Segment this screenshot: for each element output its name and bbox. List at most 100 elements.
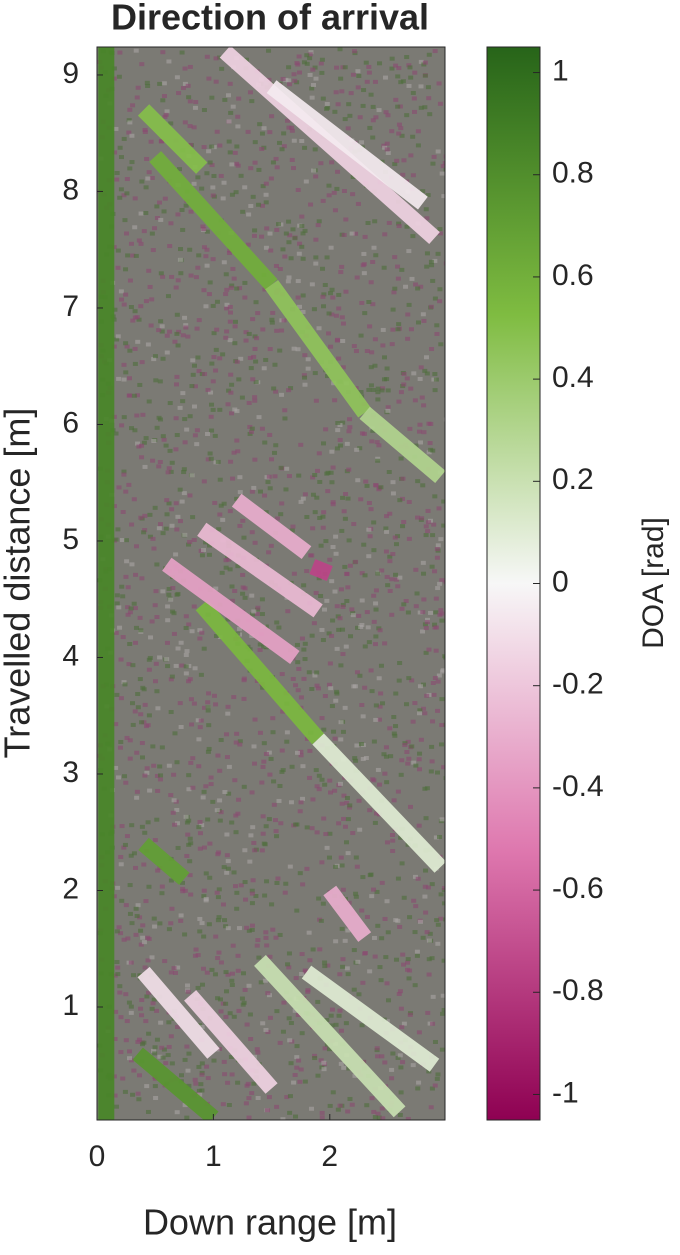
noise-speck [163, 443, 169, 448]
noise-speck [257, 730, 263, 735]
noise-speck [368, 92, 374, 97]
y-tick-label: 4 [62, 639, 79, 672]
noise-speck [242, 295, 248, 300]
noise-speck [230, 266, 236, 271]
noise-speck [290, 676, 296, 681]
noise-speck [373, 483, 379, 488]
noise-speck [320, 514, 326, 519]
noise-speck [168, 970, 174, 975]
noise-speck [205, 1076, 211, 1081]
noise-speck [291, 1080, 297, 1085]
noise-speck [266, 817, 272, 822]
noise-speck [420, 610, 426, 615]
noise-speck [121, 937, 127, 942]
noise-speck [288, 386, 294, 391]
noise-speck [118, 187, 124, 192]
noise-speck [210, 257, 216, 262]
noise-speck [127, 393, 133, 398]
noise-speck [182, 532, 188, 537]
noise-speck [309, 95, 315, 100]
noise-speck [311, 83, 317, 88]
noise-speck [121, 415, 127, 420]
noise-speck [263, 245, 269, 250]
noise-speck [324, 598, 330, 603]
noise-speck [432, 296, 438, 301]
noise-speck [237, 523, 243, 528]
noise-speck [243, 1101, 249, 1106]
noise-speck [168, 221, 174, 226]
noise-speck [114, 692, 120, 697]
noise-speck [249, 1091, 255, 1096]
noise-speck [329, 312, 335, 317]
noise-speck [287, 864, 293, 869]
noise-speck [196, 737, 202, 742]
noise-speck [329, 449, 335, 454]
noise-speck [228, 459, 234, 464]
noise-speck [397, 1113, 403, 1118]
noise-speck [381, 143, 387, 148]
noise-speck [441, 523, 445, 528]
noise-speck [334, 446, 340, 451]
noise-speck [368, 872, 374, 877]
noise-speck [439, 697, 445, 702]
noise-speck [361, 88, 367, 93]
noise-speck [354, 743, 360, 748]
noise-speck [429, 759, 435, 764]
noise-speck [422, 894, 428, 899]
noise-speck [309, 553, 315, 558]
noise-speck [383, 110, 389, 115]
noise-speck [296, 1058, 302, 1063]
noise-speck [339, 926, 345, 931]
noise-speck [422, 884, 428, 889]
noise-speck [188, 760, 194, 765]
noise-speck [425, 885, 431, 890]
noise-speck [297, 809, 303, 814]
noise-speck [225, 704, 231, 709]
noise-speck [348, 91, 354, 96]
noise-speck [417, 919, 423, 924]
noise-speck [226, 557, 232, 562]
noise-speck [364, 1103, 370, 1108]
noise-speck [234, 286, 240, 291]
noise-speck [189, 629, 195, 634]
noise-speck [385, 405, 391, 410]
noise-speck [254, 611, 260, 616]
noise-speck [333, 551, 339, 556]
noise-speck [279, 748, 285, 753]
noise-speck [370, 777, 376, 782]
noise-speck [318, 918, 324, 923]
noise-speck [435, 149, 441, 154]
noise-speck [180, 86, 186, 91]
noise-speck [330, 618, 336, 623]
noise-speck [360, 875, 366, 880]
noise-speck [295, 750, 301, 755]
noise-speck [418, 365, 424, 370]
noise-speck [204, 229, 210, 234]
noise-speck [330, 500, 336, 505]
noise-speck [441, 1008, 445, 1013]
noise-speck [305, 357, 311, 362]
noise-speck [371, 739, 377, 744]
noise-speck [205, 431, 211, 436]
noise-speck [395, 584, 401, 589]
noise-speck [431, 377, 437, 382]
noise-speck [246, 983, 252, 988]
noise-speck [247, 431, 253, 436]
noise-speck [294, 1044, 300, 1049]
noise-speck [206, 922, 212, 927]
noise-speck [367, 969, 373, 974]
noise-speck [142, 965, 148, 970]
noise-speck [299, 1031, 305, 1036]
noise-speck [371, 593, 377, 598]
y-tick-label: 5 [62, 523, 79, 556]
noise-speck [218, 738, 224, 743]
noise-speck [220, 196, 226, 201]
noise-speck [276, 222, 282, 227]
noise-speck [413, 604, 419, 609]
noise-speck [138, 942, 144, 947]
noise-speck [248, 166, 254, 171]
noise-speck [440, 668, 445, 673]
noise-speck [224, 287, 230, 292]
noise-speck [127, 738, 133, 743]
noise-speck [302, 492, 308, 497]
